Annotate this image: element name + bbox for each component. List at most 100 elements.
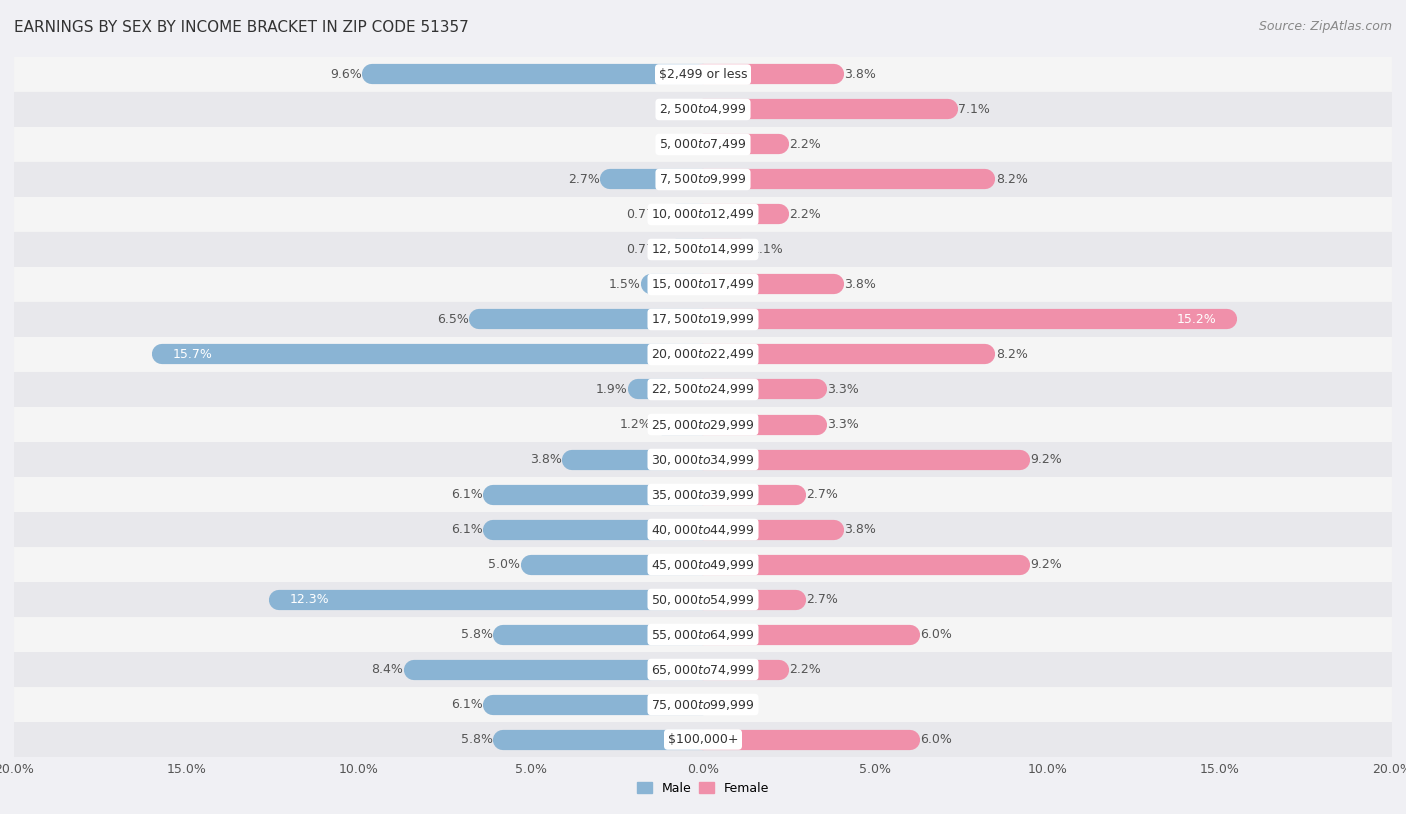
FancyBboxPatch shape [14,57,1392,92]
FancyBboxPatch shape [14,582,1392,617]
Bar [703,135,779,154]
Bar [703,485,796,504]
FancyBboxPatch shape [14,407,1392,442]
FancyBboxPatch shape [14,547,1392,582]
FancyBboxPatch shape [14,687,1392,722]
Text: 6.1%: 6.1% [451,488,482,501]
Bar [637,380,703,399]
Bar [703,240,741,259]
Text: $12,500 to $14,999: $12,500 to $14,999 [651,243,755,256]
Text: 5.8%: 5.8% [461,628,494,641]
Bar [703,450,1019,469]
FancyBboxPatch shape [14,197,1392,232]
FancyBboxPatch shape [14,337,1392,372]
Text: 8.2%: 8.2% [995,348,1028,361]
Bar [494,520,703,539]
Bar [703,625,910,644]
Bar [703,660,779,679]
Text: 1.9%: 1.9% [596,383,627,396]
Bar [531,555,703,574]
Bar [703,415,817,434]
Text: 3.3%: 3.3% [827,418,859,431]
Text: 2.7%: 2.7% [807,488,838,501]
Bar [676,240,703,259]
FancyBboxPatch shape [14,512,1392,547]
Bar [373,65,703,84]
Bar [703,730,910,749]
Text: $50,000 to $54,999: $50,000 to $54,999 [651,593,755,606]
FancyBboxPatch shape [14,92,1392,127]
Bar [610,170,703,189]
Text: $20,000 to $22,499: $20,000 to $22,499 [651,348,755,361]
Text: 6.1%: 6.1% [451,698,482,711]
Legend: Male, Female: Male, Female [631,777,775,800]
Text: Source: ZipAtlas.com: Source: ZipAtlas.com [1258,20,1392,33]
FancyBboxPatch shape [14,302,1392,337]
Bar [503,625,703,644]
Text: $75,000 to $99,999: $75,000 to $99,999 [651,698,755,711]
Text: 0.0%: 0.0% [661,138,693,151]
FancyBboxPatch shape [14,477,1392,512]
Bar [280,590,703,609]
Text: 15.2%: 15.2% [1177,313,1216,326]
Bar [662,415,703,434]
Text: 2.2%: 2.2% [789,208,821,221]
Text: 0.77%: 0.77% [626,208,666,221]
Text: 6.1%: 6.1% [451,523,482,536]
Bar [494,485,703,504]
Text: 3.8%: 3.8% [530,453,562,466]
Bar [703,310,1226,329]
Text: 2.2%: 2.2% [789,663,821,676]
Bar [162,345,703,364]
Text: 3.8%: 3.8% [844,523,876,536]
Text: 9.2%: 9.2% [1031,453,1062,466]
Text: EARNINGS BY SEX BY INCOME BRACKET IN ZIP CODE 51357: EARNINGS BY SEX BY INCOME BRACKET IN ZIP… [14,20,468,35]
Bar [703,520,834,539]
Text: $35,000 to $39,999: $35,000 to $39,999 [651,488,755,501]
Text: $5,000 to $7,499: $5,000 to $7,499 [659,138,747,151]
Bar [703,275,834,294]
Text: 0.77%: 0.77% [626,243,666,256]
Text: $25,000 to $29,999: $25,000 to $29,999 [651,418,755,431]
Bar [479,310,703,329]
Bar [703,170,986,189]
Bar [703,100,948,119]
Text: 2.2%: 2.2% [789,138,821,151]
Text: 15.7%: 15.7% [173,348,212,361]
Bar [703,590,796,609]
Text: 0.0%: 0.0% [713,698,745,711]
Text: $2,499 or less: $2,499 or less [659,68,747,81]
Bar [651,275,703,294]
Bar [503,730,703,749]
Text: $22,500 to $24,999: $22,500 to $24,999 [651,383,755,396]
FancyBboxPatch shape [14,267,1392,302]
FancyBboxPatch shape [14,652,1392,687]
Text: 9.6%: 9.6% [330,68,361,81]
Bar [572,450,703,469]
Text: 5.0%: 5.0% [488,558,520,571]
Text: 1.2%: 1.2% [620,418,651,431]
Text: 6.5%: 6.5% [437,313,468,326]
FancyBboxPatch shape [14,372,1392,407]
FancyBboxPatch shape [14,442,1392,477]
Bar [413,660,703,679]
Text: 2.7%: 2.7% [568,173,599,186]
Bar [703,555,1019,574]
Text: 3.3%: 3.3% [827,383,859,396]
Text: 8.4%: 8.4% [371,663,404,676]
Bar [703,205,779,224]
Text: $2,500 to $4,999: $2,500 to $4,999 [659,103,747,116]
Text: $7,500 to $9,999: $7,500 to $9,999 [659,173,747,186]
Text: $40,000 to $44,999: $40,000 to $44,999 [651,523,755,536]
FancyBboxPatch shape [14,232,1392,267]
FancyBboxPatch shape [14,617,1392,652]
Text: 3.8%: 3.8% [844,278,876,291]
Text: 3.8%: 3.8% [844,68,876,81]
Text: $17,500 to $19,999: $17,500 to $19,999 [651,313,755,326]
Text: $30,000 to $34,999: $30,000 to $34,999 [651,453,755,466]
FancyBboxPatch shape [14,162,1392,197]
FancyBboxPatch shape [14,127,1392,162]
Bar [703,65,834,84]
Text: 5.8%: 5.8% [461,733,494,746]
Text: 9.2%: 9.2% [1031,558,1062,571]
